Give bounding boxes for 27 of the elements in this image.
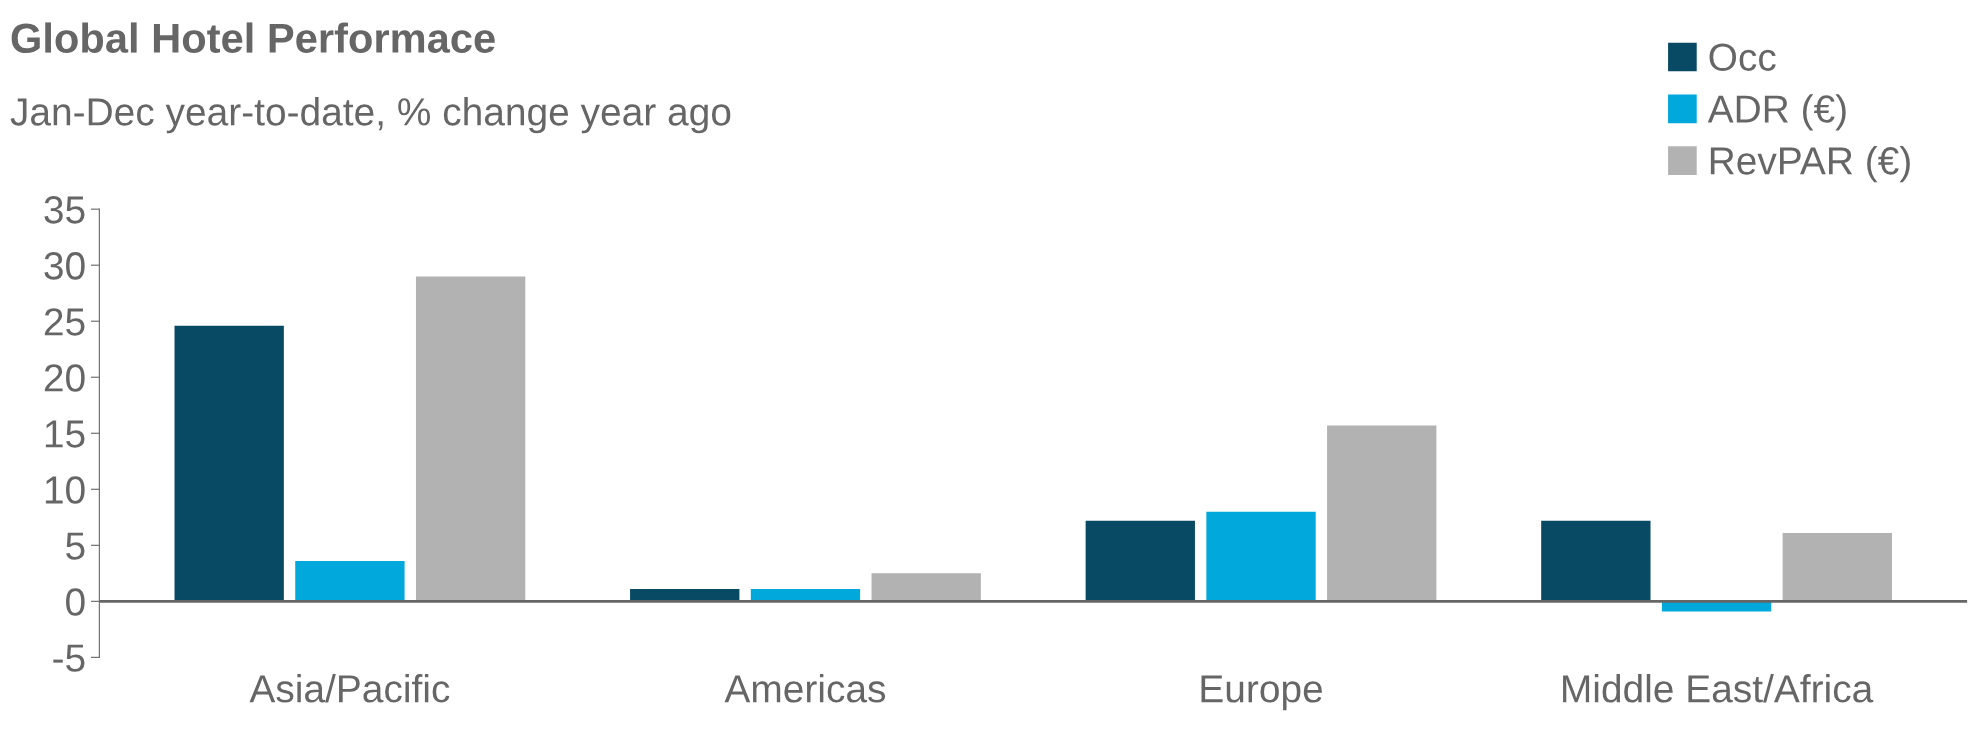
y-tick-label: -5 — [53, 644, 85, 672]
x-tick-label: Asia/Pacific — [249, 674, 450, 703]
bar — [1327, 425, 1437, 602]
x-tick-label: Middle East/Africa — [1563, 674, 1874, 703]
y-tick-label: 15 — [45, 420, 85, 448]
bar — [1085, 520, 1195, 602]
bar — [1782, 532, 1892, 602]
bar — [1206, 511, 1316, 602]
legend-label: Occ — [1709, 43, 1776, 72]
bar — [295, 561, 405, 602]
chart-subtitle: Jan-Dec year-to-date, % change year ago — [10, 97, 731, 134]
bar — [871, 573, 981, 602]
y-tick-label: 25 — [44, 308, 85, 336]
x-tick-label: Europe — [1201, 675, 1322, 711]
y-tick-label: 10 — [45, 476, 85, 504]
bar — [174, 325, 284, 602]
y-tick-label: 30 — [44, 252, 85, 280]
y-tick-label: 20 — [44, 364, 85, 392]
bar — [415, 276, 526, 602]
chart-title: Global Hotel Performace — [11, 22, 495, 54]
y-tick-label: 35 — [44, 196, 85, 224]
legend-label: RevPAR (€) — [1710, 146, 1910, 183]
y-tick-label: 0 — [66, 588, 85, 616]
x-tick-label: Americas — [724, 674, 886, 703]
y-tick-label: 5 — [66, 532, 85, 560]
bar — [1541, 520, 1651, 602]
legend-label: ADR (€) — [1707, 94, 1846, 131]
